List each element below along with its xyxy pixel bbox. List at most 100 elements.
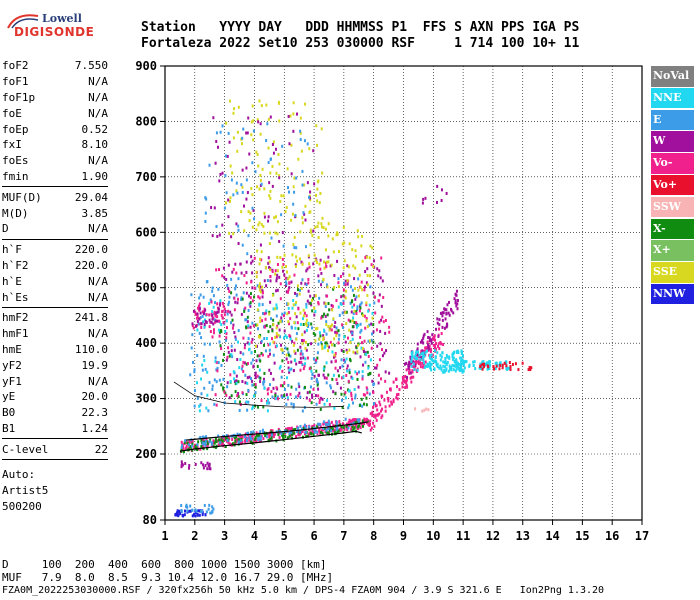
echo-point-spread-top bbox=[263, 211, 266, 215]
echo-point-spread-high bbox=[327, 260, 330, 264]
echo-point-spread bbox=[345, 373, 348, 377]
echo-point-spread bbox=[254, 371, 257, 375]
echo-point-F-trace bbox=[363, 417, 366, 421]
echo-point-far bbox=[423, 408, 426, 412]
echo-point-spread bbox=[342, 294, 345, 298]
echo-point-spread bbox=[348, 368, 351, 372]
echo-point-F2-top bbox=[413, 368, 416, 372]
echo-point-spread bbox=[313, 374, 316, 378]
echo-point-spread bbox=[234, 287, 237, 291]
echo-point-F2-rise bbox=[377, 413, 380, 417]
echo-point-F-trace bbox=[253, 437, 256, 441]
echo-point-F-trace bbox=[325, 430, 328, 434]
echo-point-F-trace bbox=[278, 435, 281, 439]
echo-point-spread bbox=[215, 268, 218, 272]
echo-point-spread-top bbox=[267, 219, 270, 223]
echo-point-spread bbox=[360, 328, 363, 332]
echo-point-spread-high bbox=[346, 350, 349, 354]
echo-point-spread bbox=[251, 337, 254, 341]
echo-point-F2-tail bbox=[494, 361, 497, 365]
echo-point-spread-top bbox=[240, 210, 243, 214]
echo-point-spread bbox=[351, 337, 354, 341]
echo-point-F2-rise bbox=[388, 404, 391, 408]
footer-distance: D 100 200 400 600 800 1000 1500 3000 [km… bbox=[2, 558, 327, 571]
echo-point-spread bbox=[211, 310, 214, 314]
echo-point-spread bbox=[340, 295, 343, 299]
echo-point-spread bbox=[263, 386, 266, 390]
echo-point-F-trace bbox=[294, 427, 297, 431]
echo-point-spread bbox=[218, 268, 221, 272]
echo-point-F-trace bbox=[253, 433, 256, 437]
param-label: h`F bbox=[2, 243, 22, 257]
echo-point-F2-tail bbox=[483, 363, 486, 367]
x-tick-label: 1 bbox=[161, 529, 168, 543]
echo-point-F-trace bbox=[184, 446, 187, 450]
echo-point-spread-high bbox=[368, 256, 371, 260]
echo-point-E-layer bbox=[178, 509, 181, 513]
echo-point-F2-rise bbox=[445, 325, 448, 329]
echo-point-oblique-left bbox=[221, 316, 224, 320]
legend-item-nnw: NNW bbox=[651, 283, 694, 305]
echo-point-spread-high bbox=[343, 259, 346, 263]
echo-point-spread-top bbox=[320, 127, 323, 131]
echo-point-spread bbox=[378, 358, 381, 362]
echo-point-spread bbox=[222, 388, 225, 392]
echo-point-F2-tail bbox=[465, 360, 468, 364]
echo-point-spread-top bbox=[215, 224, 218, 228]
echo-point-spread bbox=[220, 323, 223, 327]
echo-point-spread bbox=[227, 350, 230, 354]
echo-point-spread bbox=[364, 326, 367, 330]
echo-point-F-trace bbox=[319, 425, 322, 429]
echo-point-spread-top bbox=[269, 157, 272, 161]
echo-point-F2-top bbox=[439, 364, 442, 368]
echo-point-spread-high bbox=[272, 323, 275, 327]
echo-point-spread-top bbox=[258, 99, 261, 103]
echo-point-spread-top bbox=[316, 199, 319, 203]
echo-point-spread bbox=[362, 363, 365, 367]
echo-point-spread bbox=[295, 315, 298, 319]
echo-point-F-trace bbox=[187, 443, 190, 447]
echo-point-spread-top bbox=[243, 204, 246, 208]
echo-point-spread-high bbox=[314, 258, 317, 262]
echo-point-F-trace bbox=[198, 436, 201, 440]
echo-point-spread-top bbox=[225, 121, 228, 125]
echo-point-spread bbox=[294, 359, 297, 363]
param-separator bbox=[2, 306, 108, 308]
echo-point-spread bbox=[196, 396, 199, 400]
echo-point-F2-rise bbox=[407, 363, 410, 367]
echo-point-F2-tail bbox=[481, 360, 484, 364]
echo-point-spread bbox=[283, 311, 286, 315]
echo-point-spread bbox=[272, 318, 275, 322]
echo-point-F2-top bbox=[436, 365, 439, 369]
echo-point-spread bbox=[218, 378, 221, 382]
echo-point-spread bbox=[224, 330, 227, 334]
echo-point-oblique-left bbox=[205, 320, 208, 324]
echo-point-spread bbox=[372, 402, 375, 406]
echo-point-spread bbox=[287, 366, 290, 370]
echo-point-F-trace bbox=[301, 430, 304, 434]
echo-point-spread-top bbox=[279, 199, 282, 203]
echo-point-spread-high bbox=[292, 303, 295, 307]
echo-point-far bbox=[421, 409, 424, 413]
echo-point-spread bbox=[249, 304, 252, 308]
echo-point-spread bbox=[258, 354, 261, 358]
echo-point-F-trace bbox=[330, 426, 333, 430]
echo-point-spread bbox=[329, 264, 332, 268]
echo-point-spread bbox=[369, 371, 372, 375]
echo-point-E-layer bbox=[193, 513, 196, 517]
echo-point-spread-high bbox=[307, 254, 310, 258]
echo-point-spread bbox=[250, 361, 253, 365]
echo-point-spread bbox=[251, 383, 254, 387]
echo-point-oblique-left bbox=[213, 312, 216, 316]
echo-point-spread bbox=[372, 391, 375, 395]
echo-point-spread bbox=[335, 298, 338, 302]
echo-point-spread bbox=[279, 365, 282, 369]
echo-point-spread bbox=[325, 332, 328, 336]
echo-point-spread bbox=[220, 363, 223, 367]
echo-point-spread bbox=[312, 357, 315, 361]
echo-point-spread bbox=[220, 347, 223, 351]
echo-point-spread bbox=[238, 366, 241, 370]
echo-point-spread-top bbox=[225, 191, 228, 195]
echo-point-F2-rise bbox=[375, 404, 378, 408]
echo-point-spread-top bbox=[308, 195, 311, 199]
